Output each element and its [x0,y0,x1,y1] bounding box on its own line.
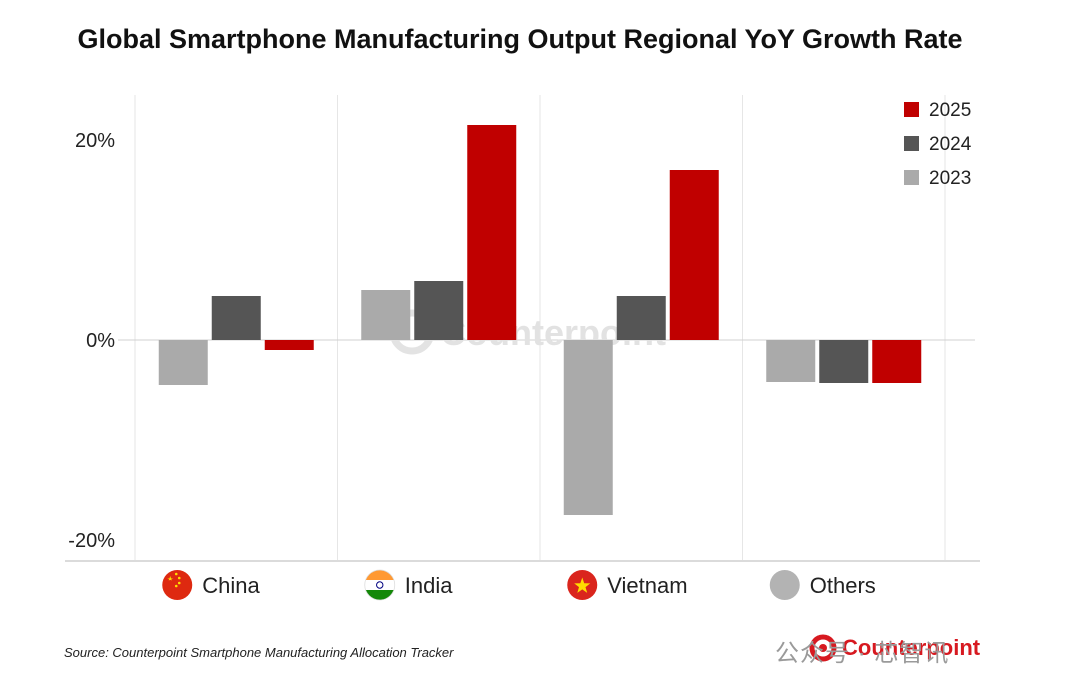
india-flag-outline [364,569,396,601]
legend-label-2025: 2025 [929,100,971,121]
category-label-china: China [202,573,260,598]
bar-india-2025 [467,125,517,340]
china-flag-icon [162,570,193,600]
y-tick-label: 0% [86,330,115,352]
china-flag-small-star [174,572,178,576]
india-flag-saffron [364,570,395,580]
bar-vietnam-2025 [669,170,719,340]
india-flag-white [364,580,395,590]
category-label-india: India [405,573,453,598]
social-overlay-text: 公众号 · 芯智讯 [775,640,950,667]
category-label-vietnam: Vietnam [607,573,687,598]
india-flag-icon [364,569,396,601]
y-axis-labels: 20% 0% -20% [68,130,115,552]
bar-china-2025 [264,340,314,350]
legend-swatch-2023 [904,170,919,185]
counterpoint-logo-icon [809,634,837,662]
bar-china-2024 [211,296,261,340]
globe-gray-icon [769,570,800,600]
bar-vietnam-2023 [563,340,613,515]
china-flag-small-star [177,581,181,585]
counterpoint-logo: Counterpoint [808,628,980,668]
source-note: Source: Counterpoint Smartphone Manufact… [64,645,454,660]
bar-others-2025 [872,340,922,383]
chart-title: Global Smartphone Manufacturing Output R… [77,24,963,54]
legend-label-2024: 2024 [929,134,972,155]
vietnam-flag-icon [567,570,598,600]
india-flag-green [364,590,395,600]
others-gray-circle [769,570,800,600]
legend-swatch-2024 [904,136,919,151]
bar-vietnam-2024 [616,296,666,340]
china-flag-small-star [174,584,178,588]
legend-label-2023: 2023 [929,168,971,189]
bar-others-2024 [819,340,869,383]
bar-india-2024 [414,281,464,340]
bar-india-2023 [361,290,411,340]
india-flag-stripes [364,570,395,600]
bar-others-2023 [766,340,816,382]
vietnam-flag-star [574,577,591,593]
china-flag-star [167,576,174,581]
brand-name: Counterpoint [842,635,981,660]
category-labels: China India Vietnam Others [162,569,876,601]
india-flag-chakra [376,581,384,589]
legend-swatch-2025 [904,102,919,117]
y-tick-label: -20% [68,530,115,552]
legend: 2025 2024 2023 [904,100,972,189]
category-label-others: Others [810,573,876,598]
china-flag-small-star [177,576,181,580]
bars [158,125,922,515]
bar-china-2023 [158,340,208,385]
y-tick-label: 20% [75,130,115,152]
